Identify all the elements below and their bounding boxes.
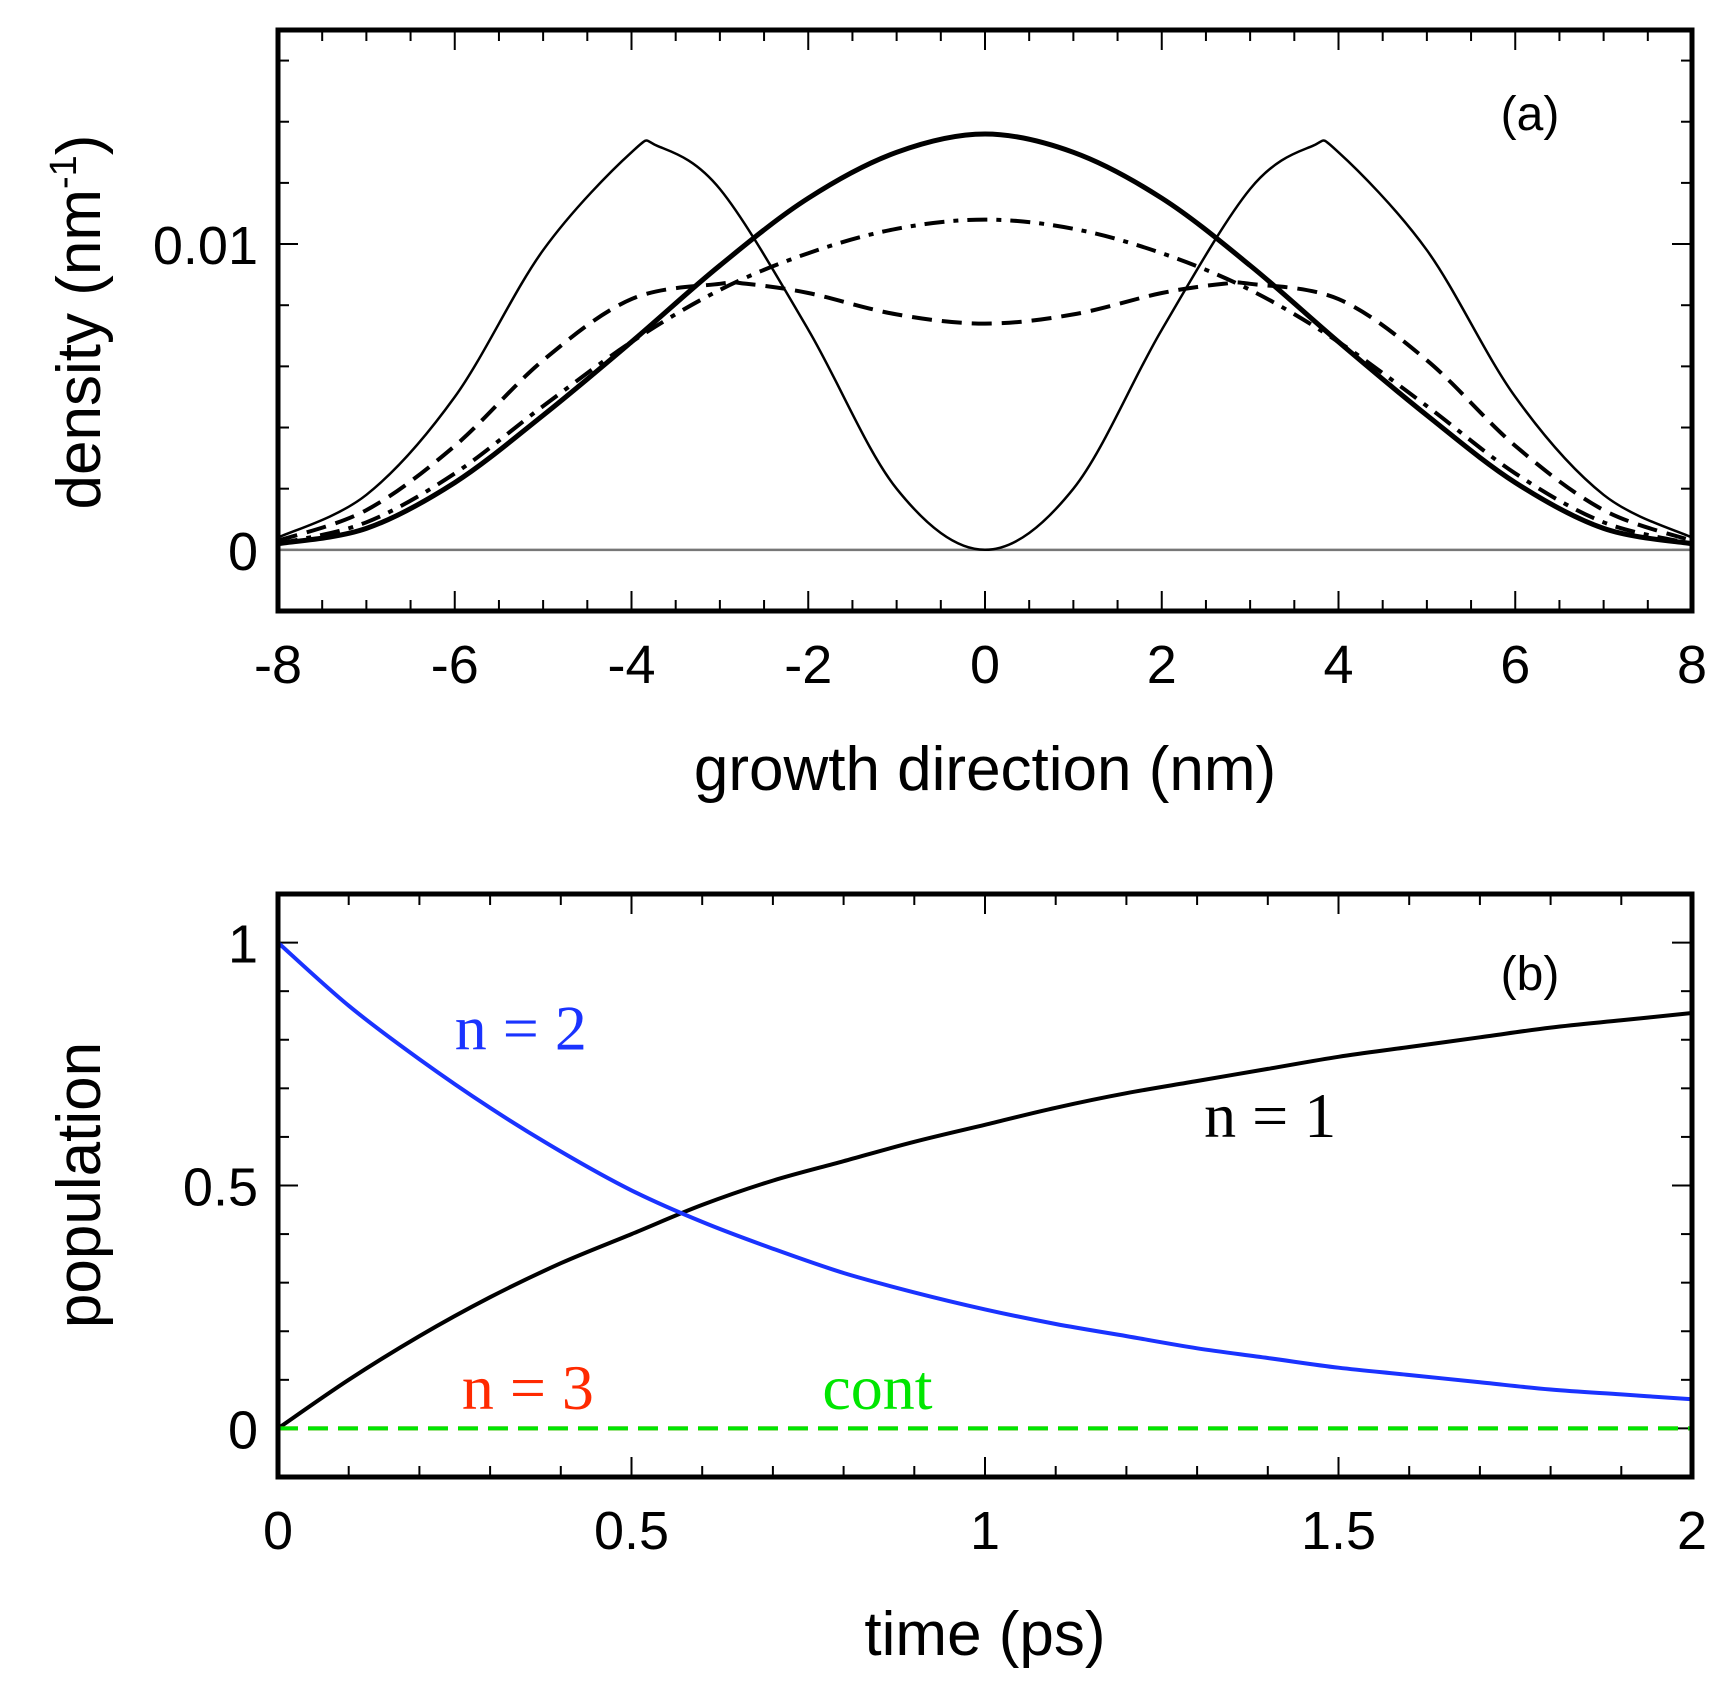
x-tick-label: -2 (784, 635, 832, 695)
x-tick-label: -4 (607, 635, 655, 695)
panel-b-xlabel: time (ps) (864, 1600, 1105, 1669)
y-tick-label: 0 (228, 522, 258, 582)
x-tick-label: 4 (1323, 635, 1353, 695)
panel-a-ticks (277, 30, 1693, 612)
annotation-n-1: n = 1 (1204, 1080, 1336, 1151)
panel-b-chart: (b) n = 2n = 1n = 3 cont 0 0.5 1 1.5 2 00.51 … (45, 891, 1707, 1669)
x-tick-label: 6 (1500, 635, 1530, 695)
y-tick-label: 0.5 (183, 1158, 258, 1218)
panel-b-xtick-labels: 0 0.5 1 1.5 2 (263, 1501, 1707, 1561)
annotation-n-2: n = 2 (455, 992, 587, 1063)
series-line-n-2 (276, 941, 1693, 1402)
panel-a-xtick-labels: -8 -6 -4 -2 0 2 4 6 8 (254, 635, 1707, 695)
panel-a-xlabel: growth direction (nm) (694, 735, 1276, 804)
panel-b-ylabel: population (45, 1042, 114, 1328)
panel-a-label: (a) (1501, 88, 1560, 141)
annotation-n-3: n = 3 (462, 1352, 594, 1423)
panel-b-series (276, 941, 1693, 1431)
panel-a-ylabel-main: density (nm (45, 189, 114, 509)
panel-a-frame (275, 27, 1695, 614)
x-tick-label: 0 (263, 1501, 293, 1561)
panel-b-ytick-labels: 00.51 (183, 915, 258, 1461)
panel-a-ylabel-close: ) (45, 135, 114, 156)
y-tick-label: 0.01 (153, 216, 258, 276)
series-line-dash-dot (277, 217, 1693, 546)
panel-b-annotations: n = 2 n = 1 n = 3 cont (455, 992, 1337, 1423)
series-line-n-1-thick-solid (277, 131, 1693, 547)
x-tick-label: 0 (970, 635, 1000, 695)
panel-a-chart: (a) -8 -6 -4 -2 0 2 4 6 8 00.01 growth direction… (43, 27, 1707, 804)
y-tick-label: 0 (228, 1400, 258, 1460)
panel-b-frame (275, 891, 1695, 1480)
y-tick-label: 1 (228, 915, 258, 975)
panel-b-label: (b) (1501, 948, 1560, 1001)
x-tick-label: 1.5 (1301, 1501, 1376, 1561)
panel-a-ylabel-sup: -1 (43, 155, 85, 189)
panel-a-ytick-labels: 00.01 (153, 216, 258, 582)
x-tick-label: -8 (254, 635, 302, 695)
series-line-n-1 (276, 1011, 1693, 1431)
x-tick-label: -6 (431, 635, 479, 695)
panel-a-series (277, 131, 1693, 552)
series-line-dashed (277, 280, 1693, 543)
x-tick-label: 2 (1147, 635, 1177, 695)
x-tick-label: 8 (1677, 635, 1707, 695)
series-line-n-2-thin-solid (277, 139, 1693, 552)
annotation-cont: cont (822, 1352, 932, 1423)
x-tick-label: 0.5 (594, 1501, 669, 1561)
panel-a-ylabel: density (nm-1) (43, 135, 114, 510)
x-tick-label: 2 (1677, 1501, 1707, 1561)
x-tick-label: 1 (970, 1501, 1000, 1561)
